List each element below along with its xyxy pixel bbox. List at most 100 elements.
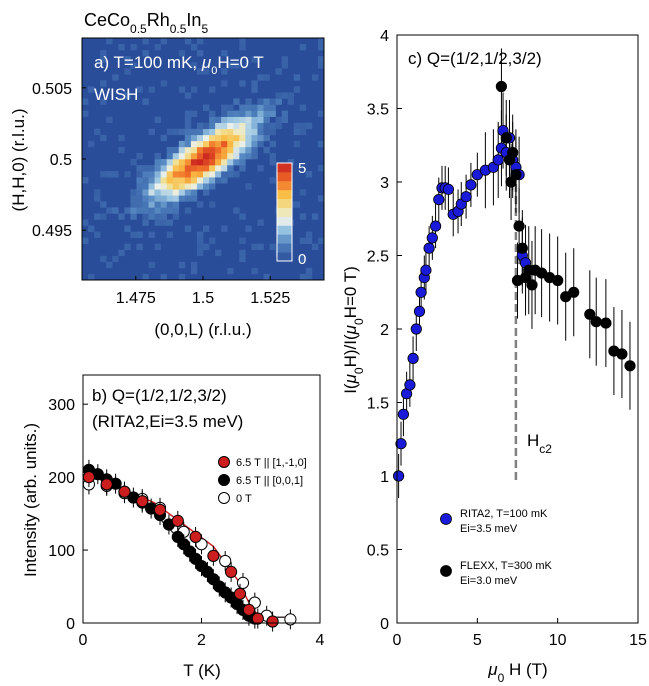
heatmap-cell — [172, 195, 180, 202]
heatmap-cell — [317, 110, 325, 117]
heatmap-cell — [239, 249, 246, 257]
heatmap-cell — [227, 267, 234, 275]
data-point — [507, 147, 519, 159]
heatmap-cell — [160, 207, 167, 214]
heatmap-cell — [94, 189, 101, 196]
legend-marker — [218, 474, 230, 486]
heatmap-cell — [251, 116, 258, 123]
panel-b-ticks: 0 2 4 0 100 200 300 — [48, 397, 324, 649]
heatmap-cell — [209, 146, 216, 154]
heatmap-cell — [130, 62, 137, 69]
heatmap-cell — [203, 146, 210, 154]
heatmap-cell — [178, 273, 186, 281]
heatmap-cell — [184, 128, 192, 136]
heatmap-cell — [142, 213, 149, 220]
heatmap-cell — [166, 219, 174, 226]
heatmap-cell — [221, 122, 228, 130]
heatmap-cell — [293, 74, 301, 81]
heatmap-cell — [275, 122, 282, 130]
heatmap-cell — [190, 86, 198, 93]
heatmap-cell — [154, 201, 161, 208]
heatmap-cell — [196, 128, 204, 136]
heatmap-cell — [196, 38, 204, 45]
data-point — [410, 323, 422, 335]
heatmap-cell — [94, 231, 101, 238]
heatmap-cell — [203, 104, 210, 111]
heatmap-cell — [124, 171, 131, 178]
heatmap-cell — [172, 152, 180, 160]
data-point — [236, 576, 250, 590]
legend-marker — [440, 513, 452, 525]
heatmap-cell — [269, 110, 276, 117]
heatmap-cell — [172, 201, 180, 208]
heatmap-cell — [88, 86, 95, 93]
heatmap-cell — [257, 98, 264, 105]
heatmap-cell — [317, 62, 325, 69]
heatmap-cell — [281, 110, 288, 117]
panel-b-scatter: 0 2 4 0 100 200 300 b) Q=(1/2,1/2,3/2) (RITA2,… — [21, 374, 325, 680]
data-point — [415, 286, 427, 298]
heatmap-cell — [124, 243, 131, 251]
heatmap-cell — [251, 104, 258, 111]
heatmap-cell — [233, 152, 240, 160]
heatmap-cell — [227, 152, 234, 160]
heatmap-cell — [130, 201, 137, 208]
heatmap-cell — [209, 110, 216, 117]
data-point — [136, 495, 149, 508]
heatmap-cell — [251, 128, 258, 136]
heatmap-cell — [130, 195, 137, 202]
heatmap-cell — [166, 207, 174, 214]
heatmap-cell — [287, 98, 295, 105]
data-point — [590, 316, 602, 328]
data-point — [404, 379, 416, 391]
heatmap-cell — [118, 44, 125, 51]
legend-label: RITA2, T=100 mK — [460, 508, 548, 520]
heatmap-cell — [88, 140, 95, 148]
heatmap-cell — [118, 134, 125, 142]
heatmap-cell — [215, 128, 222, 136]
heatmap-cell — [293, 201, 301, 208]
heatmap-cell — [142, 183, 149, 190]
heatmap-cell — [184, 122, 192, 130]
heatmap-cell — [94, 213, 101, 220]
heatmap-cell — [221, 140, 228, 148]
heatmap-cell — [227, 62, 234, 69]
heatmap-cell — [142, 207, 149, 214]
heatmap-cell — [311, 213, 319, 220]
heatmap-cell — [196, 68, 204, 75]
heatmap-cell — [263, 146, 270, 154]
heatmap-cell — [136, 243, 143, 251]
heatmap-cell — [239, 38, 246, 45]
colorbar-segment — [277, 163, 292, 173]
colorbar-segment — [277, 225, 292, 235]
heatmap-cell — [166, 128, 174, 136]
data-point — [82, 471, 96, 484]
heatmap-cell — [166, 171, 174, 178]
heatmap-cell — [184, 207, 192, 214]
heatmap-cell — [239, 165, 246, 172]
heatmap-cell — [100, 255, 107, 263]
heatmap-cell — [305, 122, 313, 130]
panel-a-label: a) T=100 mK, μ0H=0 T — [94, 53, 264, 77]
panel-c-ytick-label: 4 — [380, 28, 389, 45]
heatmap-cell — [196, 183, 204, 190]
panel-c-title: c) Q=(1/2,1/2,3/2) — [408, 49, 542, 68]
data-point — [397, 408, 409, 420]
heatmap-cell — [184, 171, 192, 178]
heatmap-cell — [239, 116, 246, 123]
heatmap-cell — [82, 98, 89, 105]
heatmap-cell — [94, 195, 101, 202]
heatmap-cell — [184, 152, 192, 160]
heatmap-cell — [190, 171, 198, 178]
heatmap-cell — [257, 219, 264, 226]
panel-c-scatter: 0 5 10 15 0 0.5 1 1.5 2 2.5 3 3.5 4 c) Q=(1/2,1/2,3/… — [341, 28, 647, 685]
heatmap-cell — [203, 243, 210, 251]
heatmap-cell — [215, 249, 222, 257]
heatmap-cell — [245, 122, 252, 130]
heatmap-cell — [287, 159, 295, 166]
heatmap-cell — [136, 165, 143, 172]
heatmap-cell — [142, 98, 149, 105]
heatmap-cell — [160, 219, 167, 226]
heatmap-cell — [178, 152, 186, 160]
